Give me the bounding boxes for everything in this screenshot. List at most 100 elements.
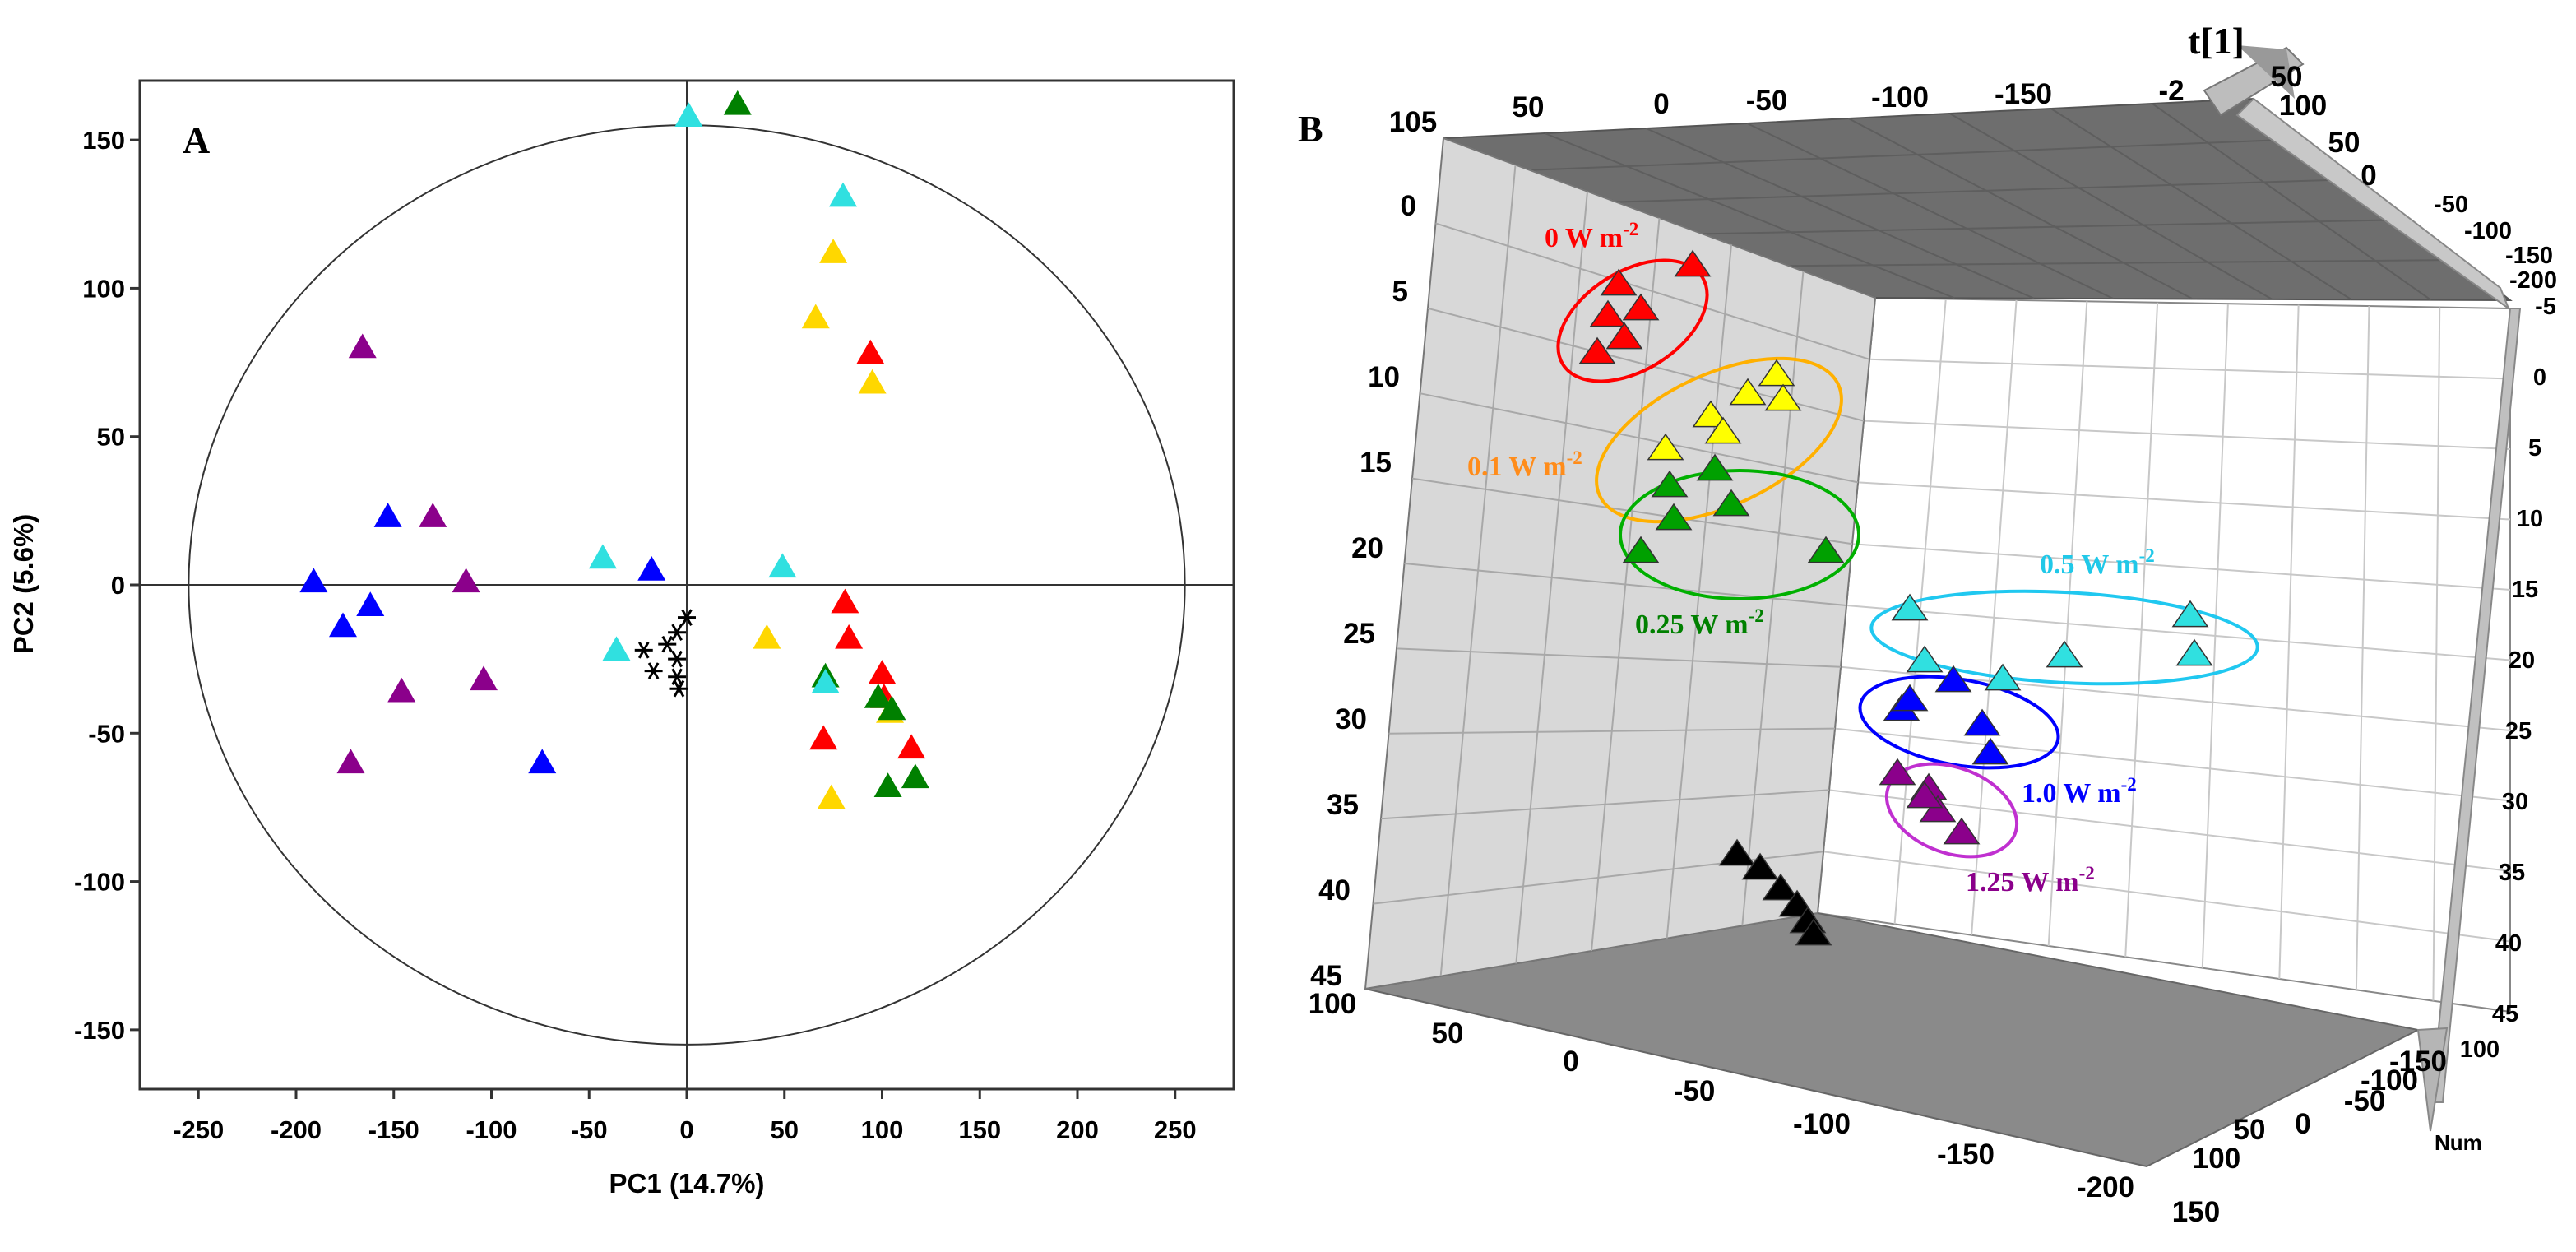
cone-point <box>1984 663 2022 691</box>
y-tick-label: 0 <box>111 571 125 600</box>
left-axis-tick-label: 40 <box>1318 874 1351 907</box>
group-label: 0.1 W m-2 <box>1467 447 1582 482</box>
group-ellipse <box>1884 762 2019 859</box>
point-0-1-w-m-2 <box>753 624 781 649</box>
cone-point <box>1692 400 1730 428</box>
cone-point <box>1891 684 1929 712</box>
left-axis-tick-label: 35 <box>1327 789 1359 821</box>
point-0-1-w-m-2 <box>801 304 830 329</box>
point-0-w-m-2 <box>897 734 926 759</box>
right-axis-tick-label: 45 <box>2492 1001 2518 1027</box>
grid-line <box>1615 179 2356 203</box>
depth-axis-tick-label: 100 <box>2460 1036 2500 1063</box>
3d-axis-tick-labels: 105 50 0 -50 -100 -150 -2051015202530354045-50… <box>1309 61 2557 1228</box>
point-1-0-w-m-2 <box>528 749 557 774</box>
cone-point <box>2175 638 2213 666</box>
left-axis-tick-label: 20 <box>1351 532 1383 564</box>
cone-point <box>1971 737 2009 765</box>
point-1-25-w-m-2 <box>348 333 377 359</box>
right-axis-tick-label: 15 <box>2512 577 2538 603</box>
point-0-5-w-m-2 <box>829 182 857 207</box>
cone-point <box>1795 918 1832 946</box>
group-ellipse <box>1556 258 1709 383</box>
point-0-25-w-m-2 <box>873 772 902 797</box>
group-label: 0.5 W m-2 <box>2040 545 2155 580</box>
num-axis-arrow <box>2416 1027 2449 1132</box>
top-axis-tick-label: 0 <box>1653 88 1669 120</box>
group-label-superscript: -2 <box>2139 545 2155 566</box>
cone-point <box>1674 249 1712 277</box>
group-label: 1.0 W m-2 <box>2022 774 2137 809</box>
cone-point <box>1758 359 1795 387</box>
qc-asterisk <box>658 635 677 653</box>
diag-axis-tick-label: 50 <box>2271 61 2303 93</box>
cone-point <box>1718 838 1756 866</box>
y-tick-label: 50 <box>97 423 125 452</box>
depth-axis-tick-label: -50 <box>2344 1085 2386 1117</box>
top-axis-tick-label: 50 <box>1513 91 1545 123</box>
grid-line <box>1645 128 2035 299</box>
group-ellipse <box>1869 589 2259 686</box>
grid-line <box>2201 304 2229 968</box>
bottom-axis-tick-label: -100 <box>1793 1108 1851 1140</box>
asterisk-stroke <box>647 662 660 679</box>
x-tick-label: 100 <box>861 1115 904 1144</box>
left-wall-grid <box>1373 165 1870 976</box>
depth-axis-tick-label: 150 <box>2172 1196 2220 1228</box>
group-label-superscript: -2 <box>1567 447 1582 468</box>
x-tick-label: 250 <box>1154 1115 1197 1144</box>
grid-line <box>1857 481 2511 521</box>
grid-line <box>1591 217 1661 952</box>
cone-point <box>1589 299 1627 327</box>
grid-line <box>2047 301 2088 947</box>
group-label: 1.25 W m-2 <box>1966 863 2095 897</box>
t1-arrow-head <box>2237 45 2295 99</box>
point-0-25-w-m-2 <box>901 763 929 789</box>
top-axis-tick-label: 105 <box>1389 106 1437 138</box>
point-0-5-w-m-2 <box>602 636 631 661</box>
grid-line <box>1869 358 2511 380</box>
grid-line <box>1702 219 2408 235</box>
y-tick-label: -150 <box>74 1016 125 1045</box>
left-axis-tick-label: 30 <box>1335 703 1367 735</box>
cone-point <box>1906 781 1944 809</box>
left-axis-tick-label: 5 <box>1392 276 1408 308</box>
cone-point <box>1655 503 1693 531</box>
left-axis-tick-label: 45 <box>1310 960 1342 992</box>
grid-line <box>1544 132 1955 299</box>
x-tick-label: -250 <box>173 1115 224 1144</box>
cone-point <box>1891 593 1929 621</box>
qc-asterisk <box>668 624 687 641</box>
cone-point <box>1704 416 1742 444</box>
point-1-25-w-m-2 <box>419 503 447 527</box>
point-1-0-w-m-2 <box>356 591 385 616</box>
grid-line <box>1741 271 1805 926</box>
cone-point <box>2046 640 2083 668</box>
qc-asterisk <box>644 662 663 679</box>
left-axis-tick-label: 0 <box>1401 190 1416 222</box>
point-0-25-w-m-2 <box>864 684 892 708</box>
group-label: 0.25 W m-2 <box>1635 605 1764 640</box>
depth-axis-tick-label: -100 <box>2361 1064 2418 1097</box>
bottom-axis-tick-label: 50 <box>1432 1018 1464 1050</box>
right-axis-tick-label: 10 <box>2517 506 2543 532</box>
left-axis-tick-label: 25 <box>1343 618 1375 650</box>
right-axis-tick-label: 30 <box>2502 789 2528 815</box>
point-0-w-m-2 <box>809 725 838 750</box>
num-axis-title: Num <box>2435 1130 2482 1155</box>
grid-line <box>1863 420 2511 450</box>
point-0-25-w-m-2 <box>878 695 906 721</box>
point-1-25-w-m-2 <box>452 568 480 593</box>
point-1-25-w-m-2 <box>387 677 416 703</box>
depth-axis-tick-label: -150 <box>2389 1046 2447 1078</box>
cone-point <box>1712 489 1750 517</box>
x-tick-label: 0 <box>679 1115 693 1144</box>
top-axis-tick-label: -50 <box>1746 85 1788 117</box>
qc-asterisk <box>678 609 696 626</box>
cone-point <box>1879 758 1916 786</box>
right-axis-tick-label: 5 <box>2528 435 2541 461</box>
right-axis-tick-label: 20 <box>2509 647 2535 674</box>
x-tick-label: 200 <box>1056 1115 1099 1144</box>
cone-point <box>1578 336 1616 364</box>
point-0-w-m-2 <box>856 339 885 364</box>
